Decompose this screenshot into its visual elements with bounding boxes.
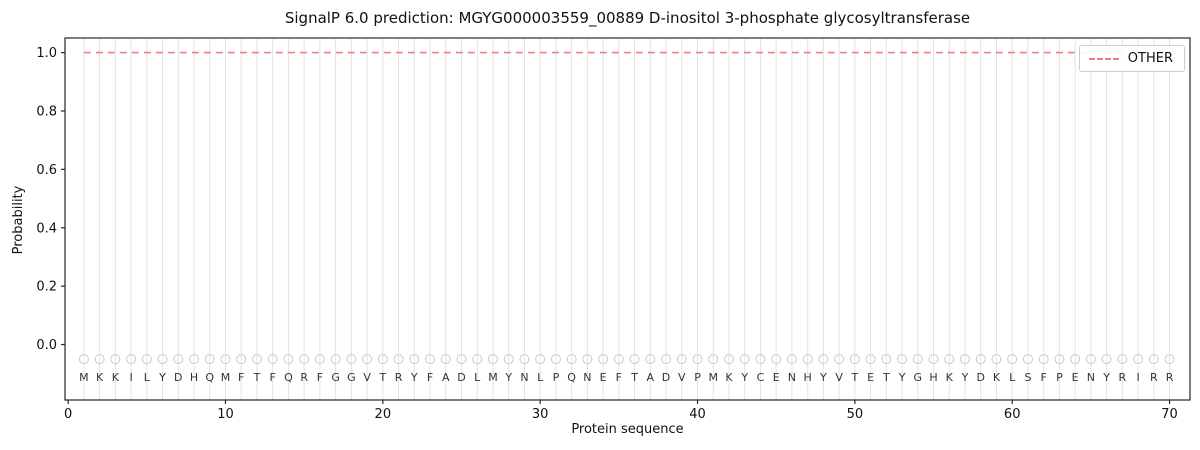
svg-text:G: G [347, 371, 356, 384]
svg-text:M: M [79, 371, 89, 384]
svg-text:T: T [253, 371, 261, 384]
svg-text:I: I [129, 371, 132, 384]
svg-text:N: N [788, 371, 796, 384]
svg-text:P: P [1056, 371, 1063, 384]
svg-text:D: D [662, 371, 670, 384]
svg-text:0.4: 0.4 [36, 221, 57, 236]
svg-text:R: R [1166, 371, 1174, 384]
svg-text:L: L [144, 371, 151, 384]
svg-text:T: T [378, 371, 386, 384]
svg-text:R: R [1119, 371, 1127, 384]
svg-text:1.0: 1.0 [36, 46, 57, 61]
svg-text:R: R [1150, 371, 1158, 384]
svg-text:L: L [1009, 371, 1016, 384]
legend-dashed-line-icon [1088, 57, 1119, 60]
gridlines [83, 38, 1171, 400]
svg-text:F: F [317, 371, 323, 384]
svg-text:P: P [694, 371, 701, 384]
svg-text:70: 70 [1161, 407, 1178, 422]
svg-text:Q: Q [284, 371, 293, 384]
svg-text:S: S [1024, 371, 1031, 384]
svg-text:Y: Y [1102, 371, 1110, 384]
x-tick-labels: 0 10 20 30 40 50 60 70 [64, 400, 1178, 422]
plot-frame [64, 37, 1191, 401]
svg-text:F: F [616, 371, 622, 384]
svg-text:T: T [630, 371, 638, 384]
svg-text:40: 40 [689, 407, 706, 422]
svg-text:E: E [1072, 371, 1079, 384]
svg-text:D: D [457, 371, 465, 384]
svg-text:F: F [270, 371, 276, 384]
y-tick-labels: 0.0 0.2 0.4 0.6 0.8 1.0 [36, 46, 65, 353]
svg-text:N: N [583, 371, 591, 384]
svg-text:G: G [914, 371, 923, 384]
svg-text:V: V [363, 371, 371, 384]
svg-text:K: K [993, 371, 1001, 384]
svg-text:F: F [238, 371, 244, 384]
legend: OTHER [1078, 45, 1185, 72]
svg-text:0.2: 0.2 [36, 280, 57, 295]
svg-text:E: E [867, 371, 874, 384]
svg-text:T: T [850, 371, 858, 384]
svg-text:Y: Y [961, 371, 969, 384]
svg-text:M: M [488, 371, 498, 384]
svg-text:10: 10 [217, 407, 234, 422]
svg-text:Q: Q [567, 371, 576, 384]
svg-text:C: C [757, 371, 765, 384]
y-axis-label: Probability [11, 185, 26, 255]
svg-text:Y: Y [504, 371, 512, 384]
svg-text:0.8: 0.8 [36, 104, 57, 119]
svg-text:E: E [773, 371, 780, 384]
legend-label: OTHER [1127, 51, 1173, 66]
svg-text:50: 50 [847, 407, 864, 422]
svg-text:60: 60 [1004, 407, 1021, 422]
svg-text:K: K [946, 371, 954, 384]
svg-text:K: K [96, 371, 104, 384]
svg-text:Q: Q [205, 371, 214, 384]
svg-text:Y: Y [819, 371, 827, 384]
svg-text:R: R [300, 371, 308, 384]
svg-text:T: T [882, 371, 890, 384]
svg-text:D: D [976, 371, 984, 384]
svg-text:R: R [395, 371, 403, 384]
svg-text:0: 0 [64, 407, 72, 422]
svg-text:P: P [553, 371, 560, 384]
svg-text:D: D [174, 371, 182, 384]
svg-text:V: V [678, 371, 686, 384]
svg-text:20: 20 [375, 407, 392, 422]
svg-text:I: I [1136, 371, 1139, 384]
svg-text:M: M [221, 371, 231, 384]
svg-text:H: H [804, 371, 812, 384]
svg-text:0.6: 0.6 [36, 163, 57, 178]
svg-text:E: E [600, 371, 607, 384]
svg-text:H: H [929, 371, 937, 384]
svg-text:L: L [474, 371, 481, 384]
svg-text:H: H [190, 371, 198, 384]
svg-text:F: F [427, 371, 433, 384]
svg-text:A: A [647, 371, 655, 384]
svg-text:Y: Y [898, 371, 906, 384]
sequence-markers [78, 354, 1175, 365]
svg-text:M: M [709, 371, 719, 384]
svg-text:Y: Y [740, 371, 748, 384]
svg-text:V: V [835, 371, 843, 384]
svg-text:A: A [442, 371, 450, 384]
svg-text:N: N [1087, 371, 1095, 384]
svg-text:K: K [112, 371, 120, 384]
svg-text:Y: Y [158, 371, 166, 384]
svg-text:Y: Y [410, 371, 418, 384]
svg-text:F: F [1041, 371, 1047, 384]
svg-text:N: N [520, 371, 528, 384]
svg-text:0.0: 0.0 [36, 338, 57, 353]
x-axis-label: Protein sequence [571, 422, 684, 437]
svg-text:K: K [725, 371, 733, 384]
svg-text:30: 30 [532, 407, 549, 422]
svg-text:G: G [331, 371, 340, 384]
svg-text:L: L [537, 371, 544, 384]
chart-title: SignalP 6.0 prediction: MGYG000003559_00… [284, 9, 971, 27]
